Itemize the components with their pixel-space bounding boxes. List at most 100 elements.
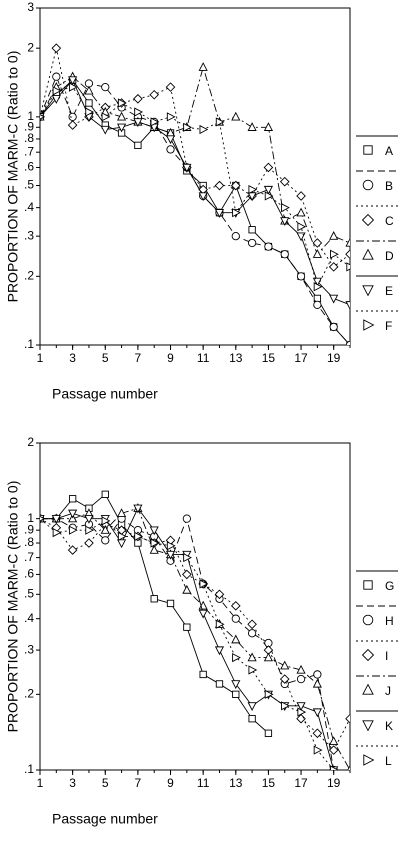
marker (297, 707, 307, 717)
marker (230, 601, 241, 611)
marker (101, 112, 111, 122)
marker (149, 89, 160, 100)
series (40, 82, 350, 292)
x-tick-label: 1 (37, 351, 44, 365)
marker (52, 528, 62, 538)
marker (133, 93, 143, 104)
marker (165, 82, 176, 92)
marker (68, 509, 78, 519)
legend-label: A (385, 144, 393, 158)
marker (313, 300, 322, 309)
marker (198, 609, 208, 619)
marker (116, 123, 127, 133)
marker (182, 584, 192, 594)
marker (279, 674, 290, 684)
marker (248, 665, 258, 675)
marker (363, 754, 375, 766)
marker (248, 184, 258, 195)
series (40, 76, 350, 345)
marker (232, 690, 240, 698)
x-tick-label: 15 (262, 351, 276, 365)
y-tick-label: 2 (27, 435, 34, 449)
marker (101, 536, 110, 545)
marker (84, 85, 94, 95)
marker (264, 689, 274, 699)
y-axis-label: PROPORTION OF MARM-C (Ratio to 0) (5, 481, 21, 733)
x-axis-label: Passage number (52, 811, 158, 827)
y-tick-label: .8 (24, 131, 34, 145)
marker (247, 702, 257, 711)
y-tick-label: .3 (24, 228, 34, 242)
marker (133, 118, 143, 128)
marker (100, 125, 110, 135)
marker (215, 117, 225, 127)
legend-label: B (385, 179, 393, 193)
marker (296, 664, 306, 674)
marker (199, 124, 209, 135)
marker (40, 515, 46, 522)
marker (134, 531, 144, 541)
marker (182, 569, 192, 580)
marker (166, 145, 175, 154)
marker (67, 545, 78, 555)
y-tick-label: .7 (24, 144, 34, 158)
x-tick-label: 3 (69, 776, 76, 790)
marker (214, 180, 225, 191)
legend-label: F (385, 319, 392, 333)
marker (362, 614, 374, 626)
marker (264, 191, 274, 201)
marker (313, 745, 323, 755)
x-tick-label: 7 (135, 776, 142, 790)
marker (312, 249, 322, 258)
marker (362, 720, 374, 732)
marker (101, 82, 110, 92)
marker (329, 322, 338, 332)
marker (52, 86, 62, 96)
y-tick-label: .8 (24, 535, 34, 549)
marker (133, 504, 143, 514)
marker (230, 180, 241, 191)
marker (214, 589, 225, 600)
legend-label: D (385, 249, 394, 263)
marker (231, 232, 240, 241)
marker (361, 213, 375, 227)
marker (183, 623, 191, 631)
x-tick-label: 19 (327, 776, 341, 790)
marker (68, 82, 78, 92)
y-tick-label: .1 (24, 337, 34, 351)
legend-label: K (385, 719, 393, 733)
marker (247, 629, 257, 638)
marker (166, 112, 176, 122)
marker (85, 525, 95, 535)
marker (264, 729, 273, 737)
x-tick-label: 11 (197, 776, 210, 790)
series (40, 503, 350, 770)
marker (346, 262, 350, 272)
marker (68, 76, 78, 86)
legend-label: C (385, 214, 394, 228)
marker (264, 242, 273, 251)
legend-label: G (385, 579, 394, 593)
marker (182, 163, 192, 173)
marker (263, 162, 274, 173)
marker (281, 203, 290, 213)
x-tick-label: 3 (69, 351, 76, 365)
x-axis-label: Passage number (52, 386, 158, 402)
marker (51, 95, 61, 104)
y-tick-label: .9 (24, 522, 34, 536)
y-axis-label: PROPORTION OF MARM-C (Ratio to 0) (5, 51, 21, 303)
marker (101, 490, 109, 498)
marker (279, 176, 290, 187)
marker (199, 670, 207, 679)
marker (363, 580, 373, 590)
legend-label: J (385, 684, 391, 698)
marker (296, 674, 306, 684)
marker (100, 525, 110, 534)
plot-frame (39, 7, 351, 346)
x-tick-label: 11 (197, 351, 210, 365)
marker (247, 238, 257, 248)
marker (166, 541, 176, 551)
y-tick-label: .2 (24, 687, 34, 701)
y-tick-label: .9 (24, 119, 34, 133)
